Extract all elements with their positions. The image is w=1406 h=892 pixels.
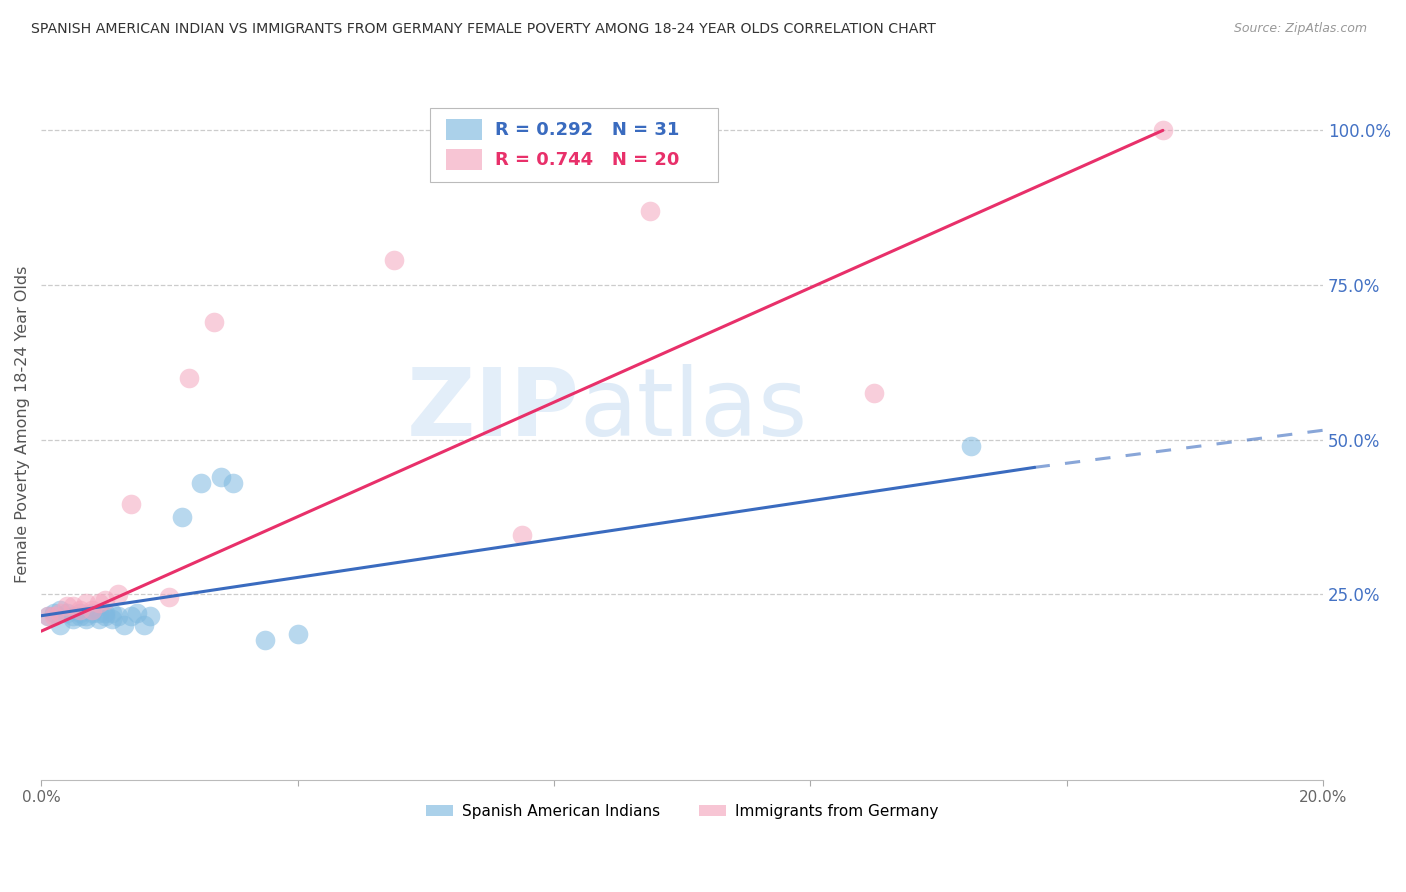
Point [94,608,117,623]
FancyBboxPatch shape [430,108,718,182]
Legend: Spanish American Indians, Immigrants from Germany: Spanish American Indians, Immigrants fro… [419,798,945,825]
Point [254,633,277,648]
Text: R = 0.744   N = 20: R = 0.744 N = 20 [495,151,679,169]
Point [49,606,72,620]
Point [75,612,97,626]
Point [62,612,84,626]
Point [120,608,142,623]
Point [190,475,212,490]
Bar [446,119,482,140]
Point [222,475,245,490]
Point [37,608,59,623]
Point [42,606,65,620]
Point [75,608,97,623]
Point [62,608,84,623]
Point [120,498,142,512]
Point [1152,123,1174,137]
Point [49,618,72,632]
Point [209,469,232,483]
Point [177,370,200,384]
Point [132,618,155,632]
Bar [446,149,482,170]
Point [107,608,129,623]
Text: atlas: atlas [579,364,808,456]
Point [87,606,110,620]
Point [107,587,129,601]
Point [157,591,180,605]
Point [202,315,225,329]
Point [37,608,59,623]
Point [100,612,122,626]
Point [510,528,533,542]
Point [69,606,91,620]
Point [55,606,77,620]
Point [94,593,117,607]
Point [69,602,91,616]
Point [49,602,72,616]
Point [69,608,91,623]
Point [75,596,97,610]
Point [638,203,661,218]
Point [87,612,110,626]
Point [82,606,104,620]
Point [62,599,84,614]
Point [172,509,194,524]
Y-axis label: Female Poverty Among 18-24 Year Olds: Female Poverty Among 18-24 Year Olds [15,266,30,582]
Point [139,608,162,623]
Point [959,439,981,453]
Text: SPANISH AMERICAN INDIAN VS IMMIGRANTS FROM GERMANY FEMALE POVERTY AMONG 18-24 YE: SPANISH AMERICAN INDIAN VS IMMIGRANTS FR… [31,22,936,37]
Text: R = 0.292   N = 31: R = 0.292 N = 31 [495,120,679,138]
Point [94,606,117,620]
Text: ZIP: ZIP [406,364,579,456]
Point [114,618,136,632]
Point [100,606,122,620]
Point [863,386,886,401]
Point [287,627,309,641]
Point [82,602,104,616]
Point [382,253,405,268]
Point [127,606,149,620]
Text: Source: ZipAtlas.com: Source: ZipAtlas.com [1233,22,1367,36]
Point [42,608,65,623]
Point [87,596,110,610]
Point [55,599,77,614]
